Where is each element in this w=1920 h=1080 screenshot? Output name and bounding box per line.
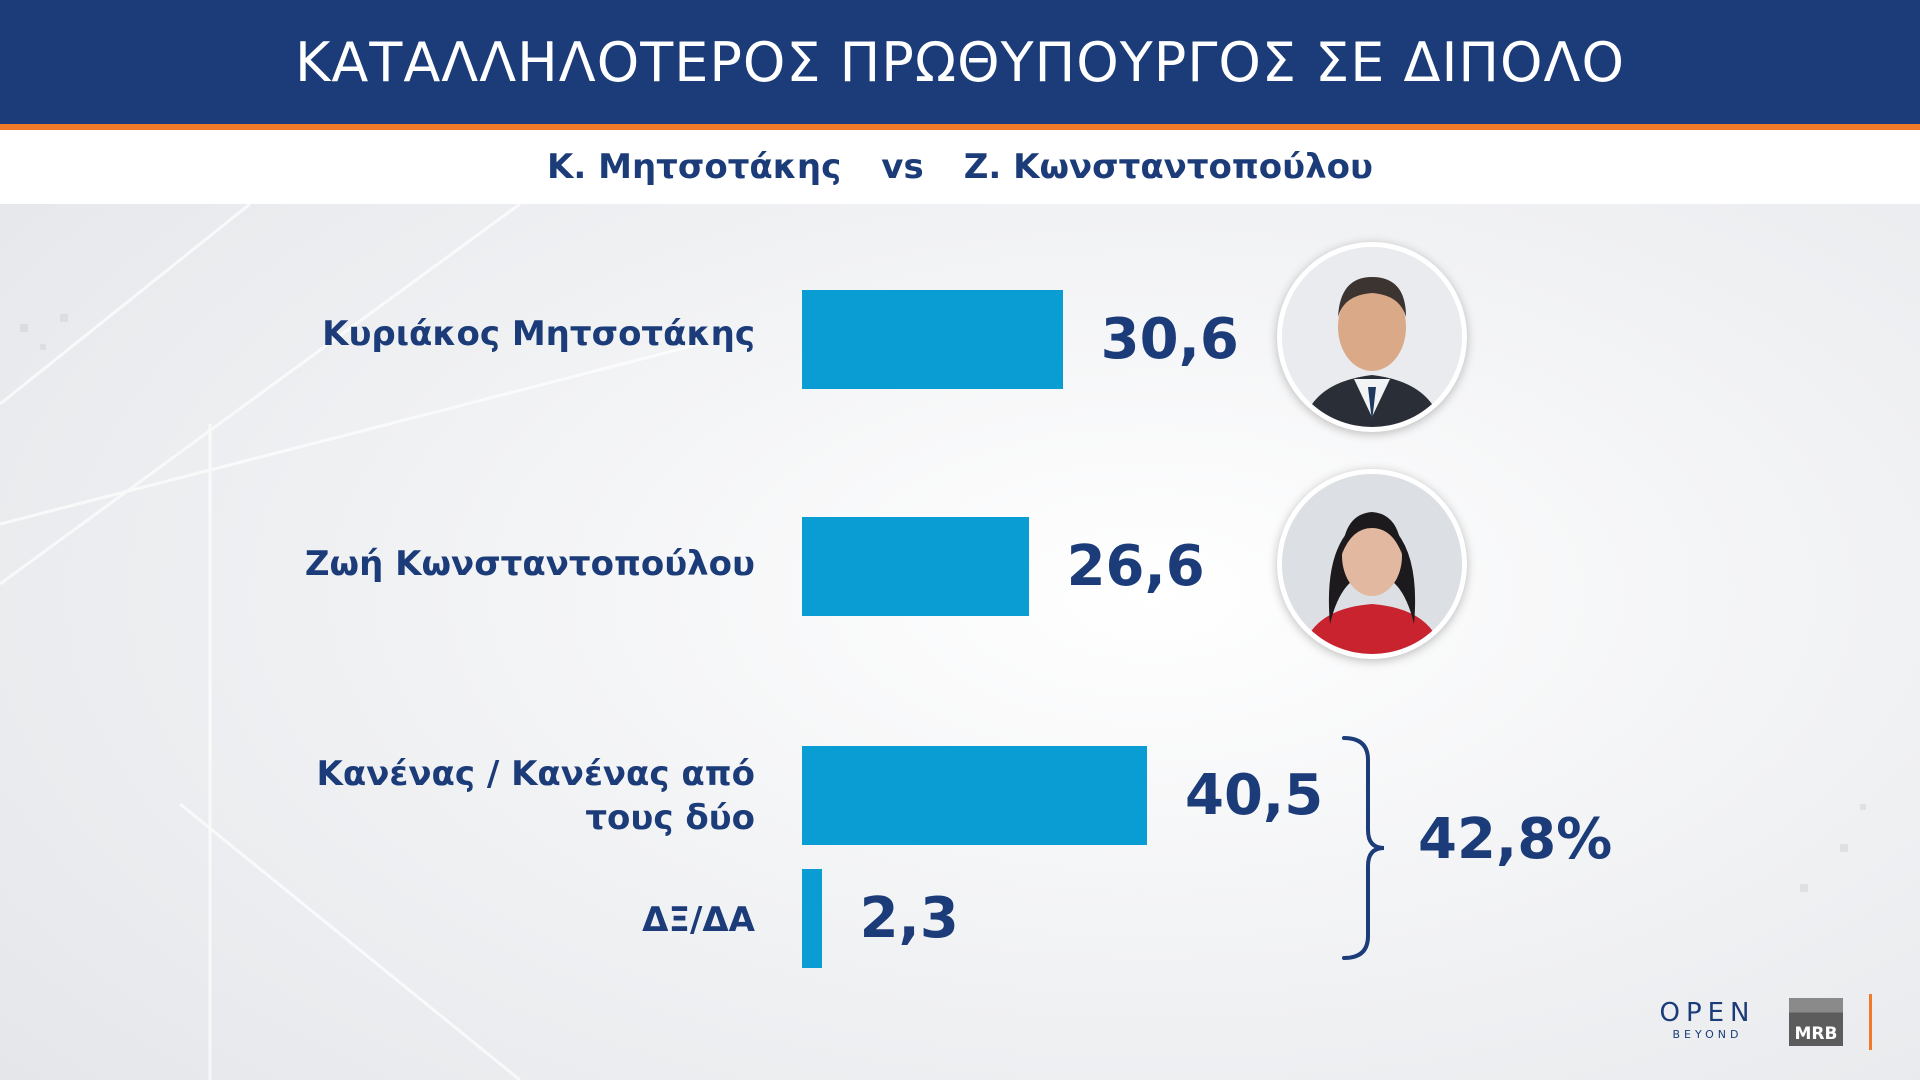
- category-label-none: Κανένας / Κανένας από τους δύο: [235, 752, 755, 840]
- header-accent-line: [0, 124, 1920, 130]
- subtitle-left-name: Κ. Μητσοτάκης: [547, 147, 842, 187]
- category-label-none-line2: τους δύο: [585, 798, 755, 838]
- subtitle-vs: vs: [881, 147, 924, 187]
- group-total-label: 42,8%: [1418, 807, 1613, 872]
- logo-separator: [1869, 994, 1872, 1050]
- header-bar: [0, 0, 1920, 124]
- open-logo-subtext: BEYOND: [1672, 1028, 1743, 1041]
- value-label-dk-na: 2,3: [859, 885, 959, 951]
- portrait-konstantopoulou: [1277, 469, 1467, 659]
- open-logo: OPEN BEYOND: [1655, 998, 1760, 1041]
- bar-konstantopoulou: [802, 517, 1029, 616]
- subtitle-right-name: Ζ. Κωνσταντοπούλου: [963, 147, 1373, 187]
- page-title: ΚΑΤΑΛΛΗΛΟΤΕΡΟΣ ΠΡΩΘΥΠΟΥΡΓΟΣ ΣΕ ΔΙΠΟΛΟ: [295, 30, 1625, 94]
- bar-dk-na: [802, 869, 822, 968]
- background-decoration: [0, 204, 1866, 1080]
- group-brace: [1342, 736, 1385, 960]
- matchup-subtitle: Κ. Μητσοτάκης vs Ζ. Κωνσταντοπούλου: [0, 130, 1920, 204]
- category-label-none-line1: Κανένας / Κανένας από: [316, 754, 755, 794]
- category-label-konstantopoulou: Ζωή Κωνσταντοπούλου: [304, 544, 755, 584]
- mrb-logo: MRB: [1789, 998, 1843, 1046]
- bar-mitsotakis: [802, 290, 1063, 389]
- value-label-none: 40,5: [1185, 762, 1324, 828]
- category-label-mitsotakis: Κυριάκος Μητσοτάκης: [322, 314, 755, 354]
- open-logo-text: OPEN: [1659, 998, 1756, 1028]
- value-label-mitsotakis: 30,6: [1100, 306, 1239, 372]
- category-label-dk-na: ΔΞ/ΔΑ: [642, 900, 755, 940]
- value-label-konstantopoulou: 26,6: [1066, 533, 1205, 599]
- portrait-mitsotakis: [1277, 242, 1467, 432]
- bar-none: [802, 746, 1147, 845]
